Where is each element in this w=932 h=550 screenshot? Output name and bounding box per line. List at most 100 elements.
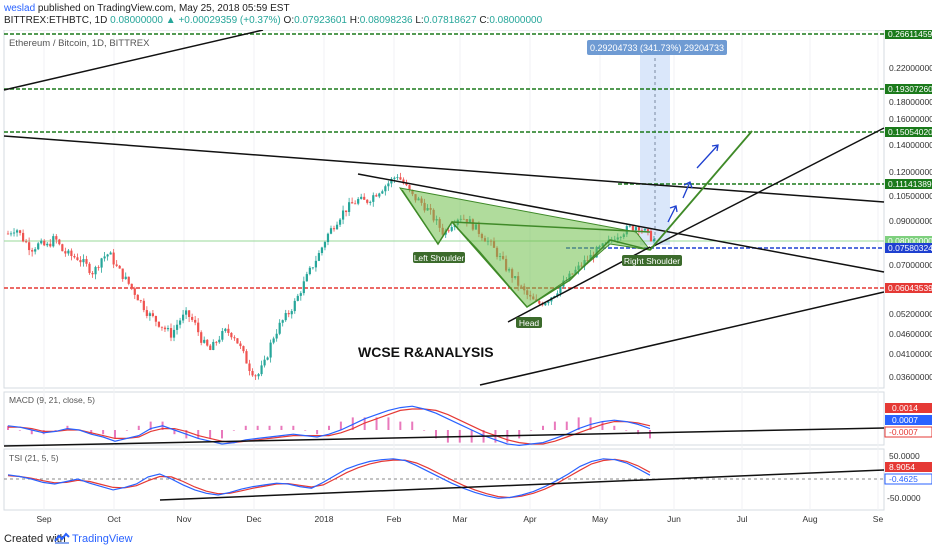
chart-canvas[interactable]: 0.29204733 (341.73%) 29204733 Left Shoul…: [0, 30, 932, 528]
projection-arrows: [667, 144, 719, 223]
candle-body: [320, 247, 324, 254]
macd-hist-bar: [292, 425, 295, 430]
macd-hist-bar: [221, 430, 223, 439]
candle-body: [263, 359, 266, 366]
macd-hist-bar: [387, 417, 390, 430]
candle-body: [544, 303, 547, 306]
tsi-trendline[interactable]: [159, 469, 885, 501]
macd-hist-bar: [542, 425, 544, 430]
candle-body: [363, 196, 366, 200]
candle-body: [354, 203, 357, 205]
candle-body: [139, 300, 142, 302]
candle-body: [185, 310, 188, 315]
candle-body: [103, 256, 106, 259]
pattern-outline[interactable]: [401, 189, 651, 308]
target-projection[interactable]: [649, 130, 753, 251]
candle-body: [18, 230, 22, 233]
x-tick: Sep: [36, 514, 51, 524]
macd-hist-bar: [328, 425, 330, 430]
macd-tag-3: -0.0007: [889, 427, 918, 437]
candle-body: [360, 196, 363, 199]
candle-body: [408, 185, 411, 190]
tsi-tag-4: -50.0000: [887, 493, 921, 503]
trendline-lower-support[interactable]: [479, 291, 885, 386]
macd-hist-bar: [637, 430, 640, 435]
candle-body: [58, 239, 61, 245]
candle-body: [100, 258, 103, 268]
author-link[interactable]: weslad: [4, 3, 36, 14]
candle-body: [447, 230, 450, 232]
candle-body: [200, 332, 203, 343]
price-tag-bg: [885, 283, 932, 293]
macd-trendline[interactable]: [3, 427, 885, 447]
candle-body: [166, 328, 170, 330]
candle-body: [124, 276, 127, 280]
price-tag-bg: [885, 84, 932, 94]
candle-body: [148, 313, 151, 316]
macd-hist-bar: [280, 425, 283, 430]
candle-body: [224, 328, 227, 332]
trendline-wedge-top[interactable]: [357, 173, 885, 273]
candle-body: [338, 219, 342, 225]
candle-body: [233, 337, 236, 339]
candle-body: [649, 231, 653, 242]
high-value: 0.08098236: [359, 15, 413, 26]
candle-body: [55, 236, 58, 240]
candle-body: [559, 286, 562, 294]
created-with-label: Created with: [4, 533, 66, 545]
candle-body: [181, 314, 185, 321]
trendline-rising-channel[interactable]: [649, 127, 885, 249]
price-tag-level-3: 0.15054020: [888, 127, 932, 137]
candle-body: [73, 256, 76, 258]
candle-body: [130, 283, 133, 289]
macd-hist-bar: [375, 417, 378, 430]
price-axis[interactable]: 0.22000000 0.18000000 0.16000000 0.14000…: [889, 63, 932, 382]
tradingview-brand-link[interactable]: TradingView: [72, 533, 133, 545]
candle-body: [12, 232, 16, 234]
price-tag-bg: [885, 30, 932, 39]
candle-body: [136, 294, 139, 301]
candle-body: [163, 327, 167, 330]
candle-body: [88, 263, 91, 273]
candle-body: [37, 243, 40, 250]
candle-body: [221, 331, 224, 340]
candle-body: [133, 288, 136, 295]
macd-hist-bar: [137, 425, 140, 430]
candle-body: [287, 313, 290, 315]
y-tick: 0.07000000: [889, 260, 932, 270]
candle-body: [399, 177, 402, 180]
macd-tag-2: 0.0007: [892, 415, 918, 425]
macd-hist-bar: [530, 430, 533, 431]
candle-body: [21, 232, 25, 242]
y-tick: 0.03600000: [889, 372, 932, 382]
low-value: 0.07818627: [423, 15, 477, 26]
macd-pane[interactable]: [3, 391, 885, 446]
measure-label: 0.29204733 (341.73%) 29204733: [590, 43, 724, 53]
annotation-text: WCSE R&ANALYSIS: [358, 344, 494, 360]
candle-body: [61, 244, 64, 252]
macd-hist-bar: [197, 430, 200, 439]
macd-tag-1: 0.0014: [892, 403, 918, 413]
macd-hist-bar: [518, 430, 521, 439]
candle-body: [115, 264, 118, 266]
macd-hist-bar: [649, 430, 651, 439]
macd-hist-bar: [7, 425, 9, 430]
trendline-long-descending[interactable]: [3, 135, 885, 203]
candle-body: [52, 236, 55, 247]
macd-hist-bar: [625, 430, 628, 431]
y-tick: 0.10500000: [889, 191, 932, 201]
neckline[interactable]: [451, 221, 651, 233]
macd-tag-bg: [885, 403, 932, 413]
time-axis[interactable]: Sep Oct Nov Dec 2018 Feb Mar Apr May Jun Jul Aug Se: [36, 514, 883, 524]
trendline-upper-left[interactable]: [3, 30, 264, 91]
macd-hist-bar: [232, 430, 235, 431]
candle-body: [369, 201, 372, 203]
close-value: 0.08000000: [489, 15, 543, 26]
candle-body: [296, 295, 299, 301]
tradingview-logo-icon[interactable]: [54, 531, 70, 545]
change-value: +0.00029359 (+0.37%): [178, 15, 281, 26]
candle-body: [91, 272, 94, 275]
x-tick: Apr: [523, 514, 536, 524]
y-tick: 0.12000000: [889, 167, 932, 177]
publish-line: weslad published on TradingView.com, May…: [4, 3, 290, 14]
